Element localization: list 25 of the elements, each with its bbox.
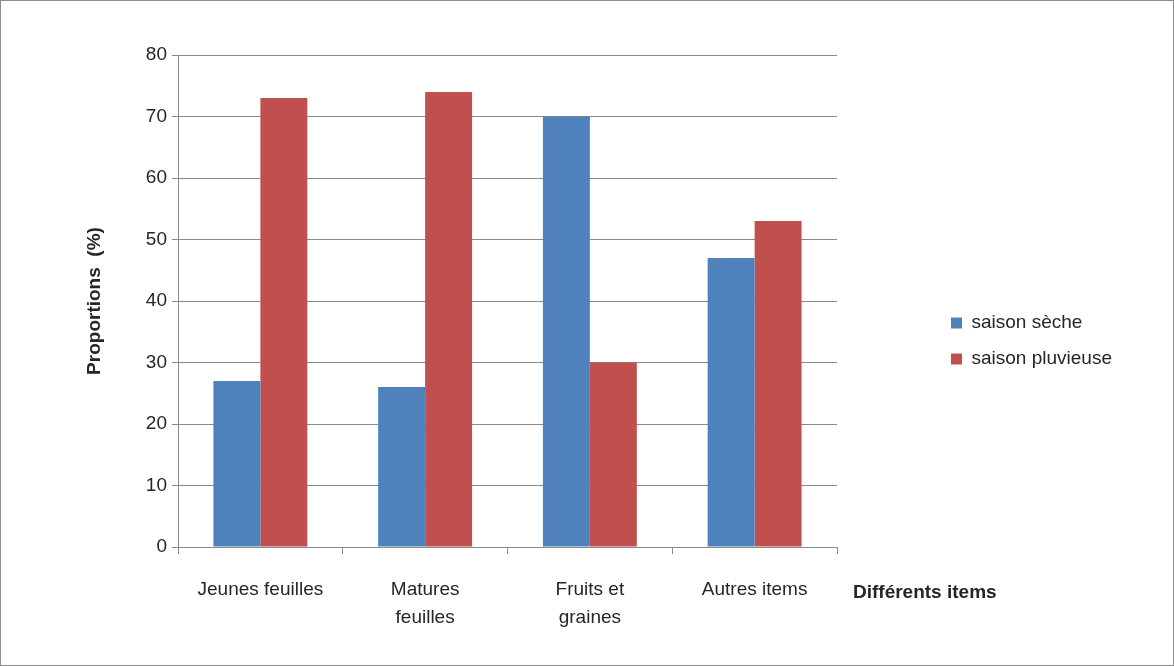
y-tick-label: 80 — [145, 43, 167, 65]
x-tick-label: Matures feuilles — [390, 578, 460, 627]
bar — [589, 362, 637, 547]
y-tick-label: 40 — [145, 289, 167, 311]
y-tick-label: 10 — [145, 473, 167, 495]
bar — [213, 380, 261, 547]
bar — [425, 91, 473, 547]
legend-label: saison pluvieuse — [971, 347, 1112, 369]
x-tick-label: Fruits et graines — [555, 578, 625, 627]
x-axis-title: Différents items — [853, 581, 997, 603]
bar — [378, 387, 426, 547]
bar — [754, 221, 802, 547]
legend-label: saison sèche — [971, 311, 1083, 333]
y-tick-label: 70 — [145, 104, 167, 126]
bar — [707, 257, 755, 547]
y-axis-title: Proportions (%) — [82, 227, 104, 375]
y-tick-label: 50 — [145, 227, 167, 249]
x-tick-label: Autres items — [701, 578, 808, 600]
y-tick-label: 30 — [145, 350, 167, 372]
bar — [260, 98, 308, 547]
y-tick-label: 0 — [156, 535, 167, 557]
x-tick-label: Jeunes feuilles — [197, 578, 324, 600]
y-tick-label: 60 — [145, 166, 167, 188]
bar — [542, 116, 590, 547]
y-tick-label: 20 — [145, 412, 167, 434]
